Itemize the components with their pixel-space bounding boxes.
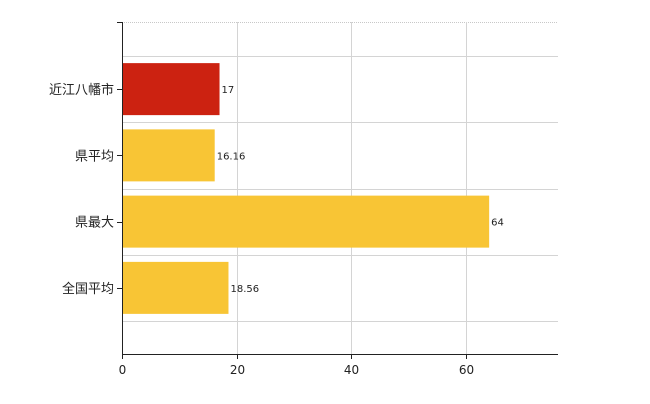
x-tick-label-0: 0 <box>119 363 127 377</box>
bar-layer <box>122 63 490 314</box>
x-tick-label-3: 60 <box>459 363 474 377</box>
category-label-3: 全国平均 <box>62 281 114 297</box>
data-label-2: 64 <box>491 218 504 229</box>
data-label-3: 18.56 <box>230 284 259 295</box>
category-label-0: 近江八幡市 <box>49 82 114 98</box>
grid-layer <box>122 22 558 354</box>
bar-3 <box>122 261 229 314</box>
x-tick-label-2: 40 <box>344 363 359 377</box>
bar-2 <box>122 195 490 248</box>
x-tick-label-1: 20 <box>230 363 245 377</box>
bar-0 <box>122 63 220 116</box>
data-label-0: 17 <box>222 85 235 96</box>
category-label-1: 県平均 <box>75 149 114 164</box>
data-label-1: 16.16 <box>217 151 246 162</box>
axis-layer <box>117 22 558 359</box>
bar-1 <box>122 129 215 182</box>
category-label-2: 県最大 <box>75 216 114 231</box>
